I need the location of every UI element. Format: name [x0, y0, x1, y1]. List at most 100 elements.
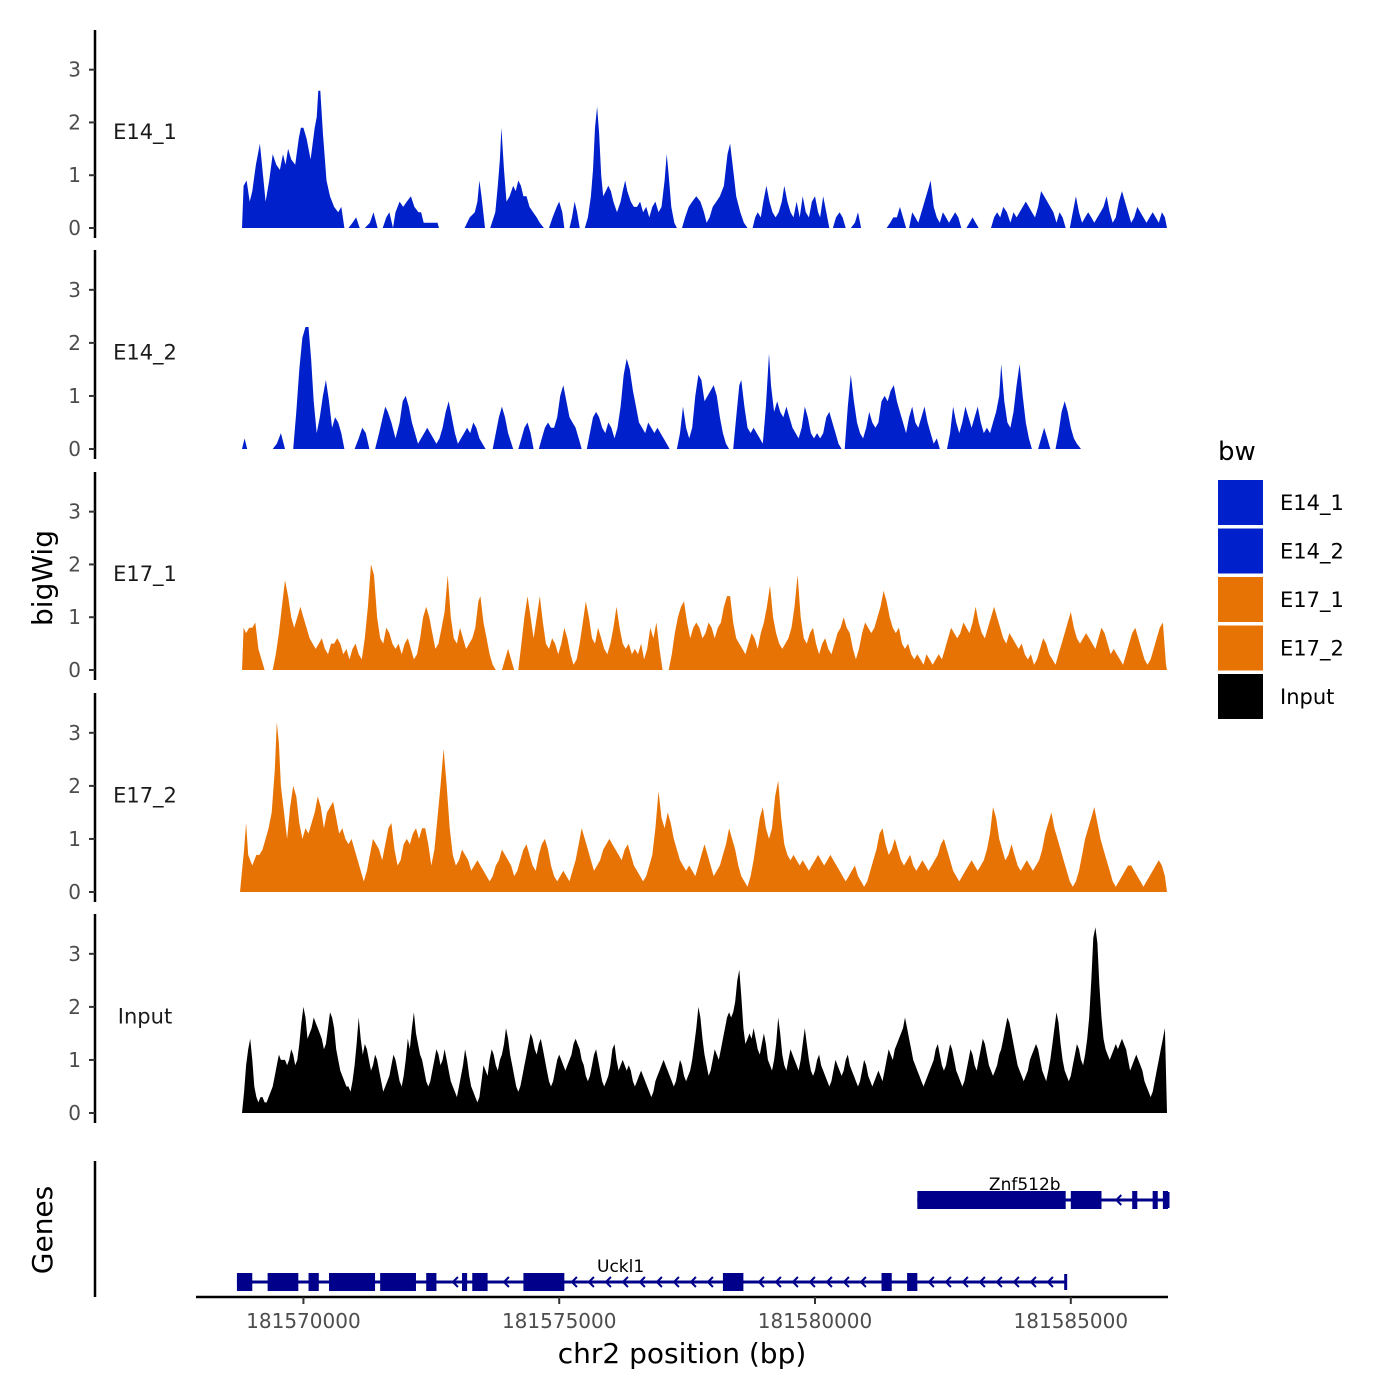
track-e14_1: 0 1 2 3 E14_1	[68, 30, 1167, 240]
strand-arrow	[638, 1276, 646, 1288]
y-tick-label: 2	[68, 331, 81, 355]
gene-exon	[917, 1191, 1066, 1209]
x-tick-label: 181570000	[246, 1309, 361, 1333]
x-tick-label: 181575000	[502, 1309, 617, 1333]
legend-label: E14_2	[1280, 540, 1344, 565]
x-tick-label: 181580000	[758, 1309, 873, 1333]
strand-arrow	[706, 1276, 714, 1288]
strand-arrow	[502, 1276, 510, 1288]
strand-arrow	[995, 1276, 1003, 1288]
coverage-area-input	[242, 927, 1167, 1113]
gene-label: Znf512b	[989, 1175, 1061, 1195]
gene-exon	[472, 1273, 483, 1291]
strand-arrow	[621, 1276, 629, 1288]
y-tick-label: 0	[68, 658, 81, 682]
legend-label: E17_2	[1280, 637, 1344, 662]
gene-exon	[426, 1273, 437, 1291]
track-label: E17_2	[113, 783, 177, 808]
track-label: Input	[118, 1004, 172, 1028]
gene-exon	[1132, 1191, 1138, 1209]
legend-label: E17_1	[1280, 588, 1344, 613]
strand-arrow	[1114, 1194, 1123, 1206]
gene-exon	[881, 1273, 892, 1291]
strand-arrow	[978, 1276, 986, 1288]
y-tick-label: 3	[68, 942, 81, 966]
gene-exon	[523, 1273, 565, 1291]
y-tick-label: 1	[68, 605, 81, 629]
gene-exon	[308, 1273, 319, 1291]
gene-exon	[722, 1273, 744, 1291]
strand-arrow	[842, 1276, 850, 1288]
legend-swatch	[1218, 480, 1263, 525]
strand-arrow	[944, 1276, 952, 1288]
genes-axis-title: Genes	[26, 1186, 59, 1274]
coverage-area-e17_2	[240, 722, 1167, 892]
legend-item: E17_2	[1218, 625, 1344, 671]
y-tick-label: 2	[68, 110, 81, 134]
strand-arrow	[757, 1276, 765, 1288]
strand-arrow	[1029, 1276, 1037, 1288]
strand-arrow	[655, 1276, 663, 1288]
legend-item: E14_2	[1218, 528, 1344, 574]
track-e14_2: 0 1 2 3 E14_2	[68, 250, 1081, 461]
coverage-area-e14_1	[242, 90, 1167, 228]
strand-arrow	[587, 1276, 595, 1288]
x-axis-title: chr2 position (bp)	[558, 1337, 807, 1370]
strand-arrow	[825, 1276, 833, 1288]
legend-item: E17_1	[1218, 577, 1344, 622]
strand-arrow	[859, 1276, 867, 1288]
y-tick-label: 1	[68, 384, 81, 408]
gene-uckl1: Uckl1	[236, 1257, 1068, 1291]
y-tick-label: 3	[68, 58, 81, 82]
strand-arrow	[961, 1276, 969, 1288]
track-label: E14_2	[113, 340, 177, 365]
legend-title: bw	[1218, 437, 1256, 467]
y-tick-label: 2	[68, 774, 81, 798]
legend-item: E14_1	[1218, 480, 1344, 525]
y-tick-label: 2	[68, 995, 81, 1019]
strand-arrow	[570, 1276, 578, 1288]
track-e17_1: 0 1 2 3 E17_1	[68, 472, 1167, 682]
y-tick-label: 3	[68, 721, 81, 745]
track-e17_2: 0 1 2 3 E17_2	[68, 693, 1167, 904]
strand-arrow	[451, 1276, 459, 1288]
y-tick-label: 0	[68, 216, 81, 240]
strand-arrow	[927, 1276, 935, 1288]
legend-swatch	[1218, 625, 1263, 671]
gene-exon	[462, 1273, 468, 1291]
y-tick-label: 3	[68, 278, 81, 302]
legend-swatch	[1218, 674, 1263, 719]
gene-track: Znf512b Uckl1	[93, 1161, 1170, 1297]
y-tick-label: 2	[68, 552, 81, 576]
legend-label: Input	[1280, 685, 1334, 709]
gene-exon	[482, 1273, 488, 1291]
x-axis: 181570000 181575000 181580000 181585000	[196, 1295, 1168, 1333]
track-label: E17_1	[113, 562, 177, 587]
x-tick-label: 181585000	[1014, 1309, 1129, 1333]
strand-arrow	[1046, 1276, 1054, 1288]
strand-arrow	[1012, 1276, 1020, 1288]
gene-exon	[907, 1273, 918, 1291]
y-tick-label: 0	[68, 437, 81, 461]
track-input: 0 1 2 3 Input	[68, 914, 1167, 1125]
gene-exon	[1070, 1191, 1102, 1209]
y-tick-label: 3	[68, 500, 81, 524]
gene-exon	[1152, 1191, 1158, 1209]
gene-znf512b: Znf512b	[917, 1175, 1170, 1209]
legend-item: Input	[1218, 674, 1334, 719]
y-tick-label: 1	[68, 1048, 81, 1072]
strand-arrow	[689, 1276, 697, 1288]
legend-label: E14_1	[1280, 491, 1344, 516]
track-label: E14_1	[113, 120, 177, 145]
legend-swatch	[1218, 528, 1263, 574]
gene-exon	[236, 1273, 253, 1291]
y-tick-label: 0	[68, 1101, 81, 1125]
y-axis-title: bigWig	[26, 530, 59, 626]
gene-label: Uckl1	[597, 1257, 644, 1277]
legend-swatch	[1218, 577, 1263, 622]
gene-exon	[267, 1273, 299, 1291]
strand-arrow	[774, 1276, 782, 1288]
coverage-area-e17_1	[242, 564, 1167, 670]
gene-exon	[1162, 1191, 1168, 1209]
